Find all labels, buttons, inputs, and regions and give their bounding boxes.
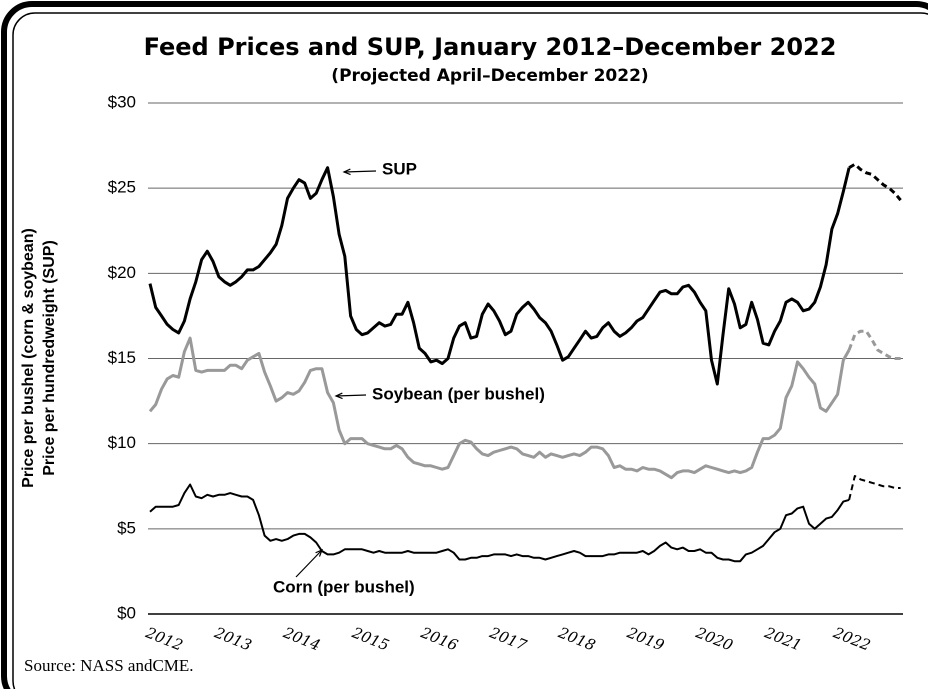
projected-line xyxy=(847,329,901,360)
y-tick-label: $10 xyxy=(108,433,136,452)
y-tick-label: $5 xyxy=(117,518,136,537)
series-line xyxy=(149,483,850,563)
y-tick-label: $0 xyxy=(117,603,136,622)
series-label: Corn (per bushel) xyxy=(273,577,415,596)
y-label-line: Price per bushel (corn & soybean) xyxy=(20,228,37,488)
series-line xyxy=(148,166,851,386)
annotation-arrow xyxy=(343,170,377,173)
chart-title: Feed Prices and SUP, January 2012–Decemb… xyxy=(144,33,837,61)
y-tick-label: $25 xyxy=(108,178,136,197)
projected-line xyxy=(848,162,902,202)
y-label-line: Price per hundredweight (SUP) xyxy=(41,240,58,476)
annotation-arrowhead xyxy=(334,392,343,400)
series-label: Soybean (per bushel) xyxy=(372,384,545,403)
series-line xyxy=(148,336,851,480)
frame-inner xyxy=(12,12,928,689)
y-tick-label: $15 xyxy=(108,348,136,367)
source-note: Source: NASS andCME. xyxy=(24,656,194,675)
annotation-arrow xyxy=(295,549,323,578)
y-tick-label: $20 xyxy=(108,263,136,282)
series-label: SUP xyxy=(382,159,417,178)
annotation-arrow xyxy=(335,394,367,397)
y-axis-title: Price per bushel (corn & soybean) Price … xyxy=(20,228,58,488)
annotation-arrowhead xyxy=(342,168,351,176)
chart-subtitle: (Projected April–December 2022) xyxy=(331,66,648,86)
projected-line xyxy=(848,475,901,501)
annotation-arrowhead xyxy=(315,548,324,557)
y-tick-label: $30 xyxy=(108,92,136,111)
